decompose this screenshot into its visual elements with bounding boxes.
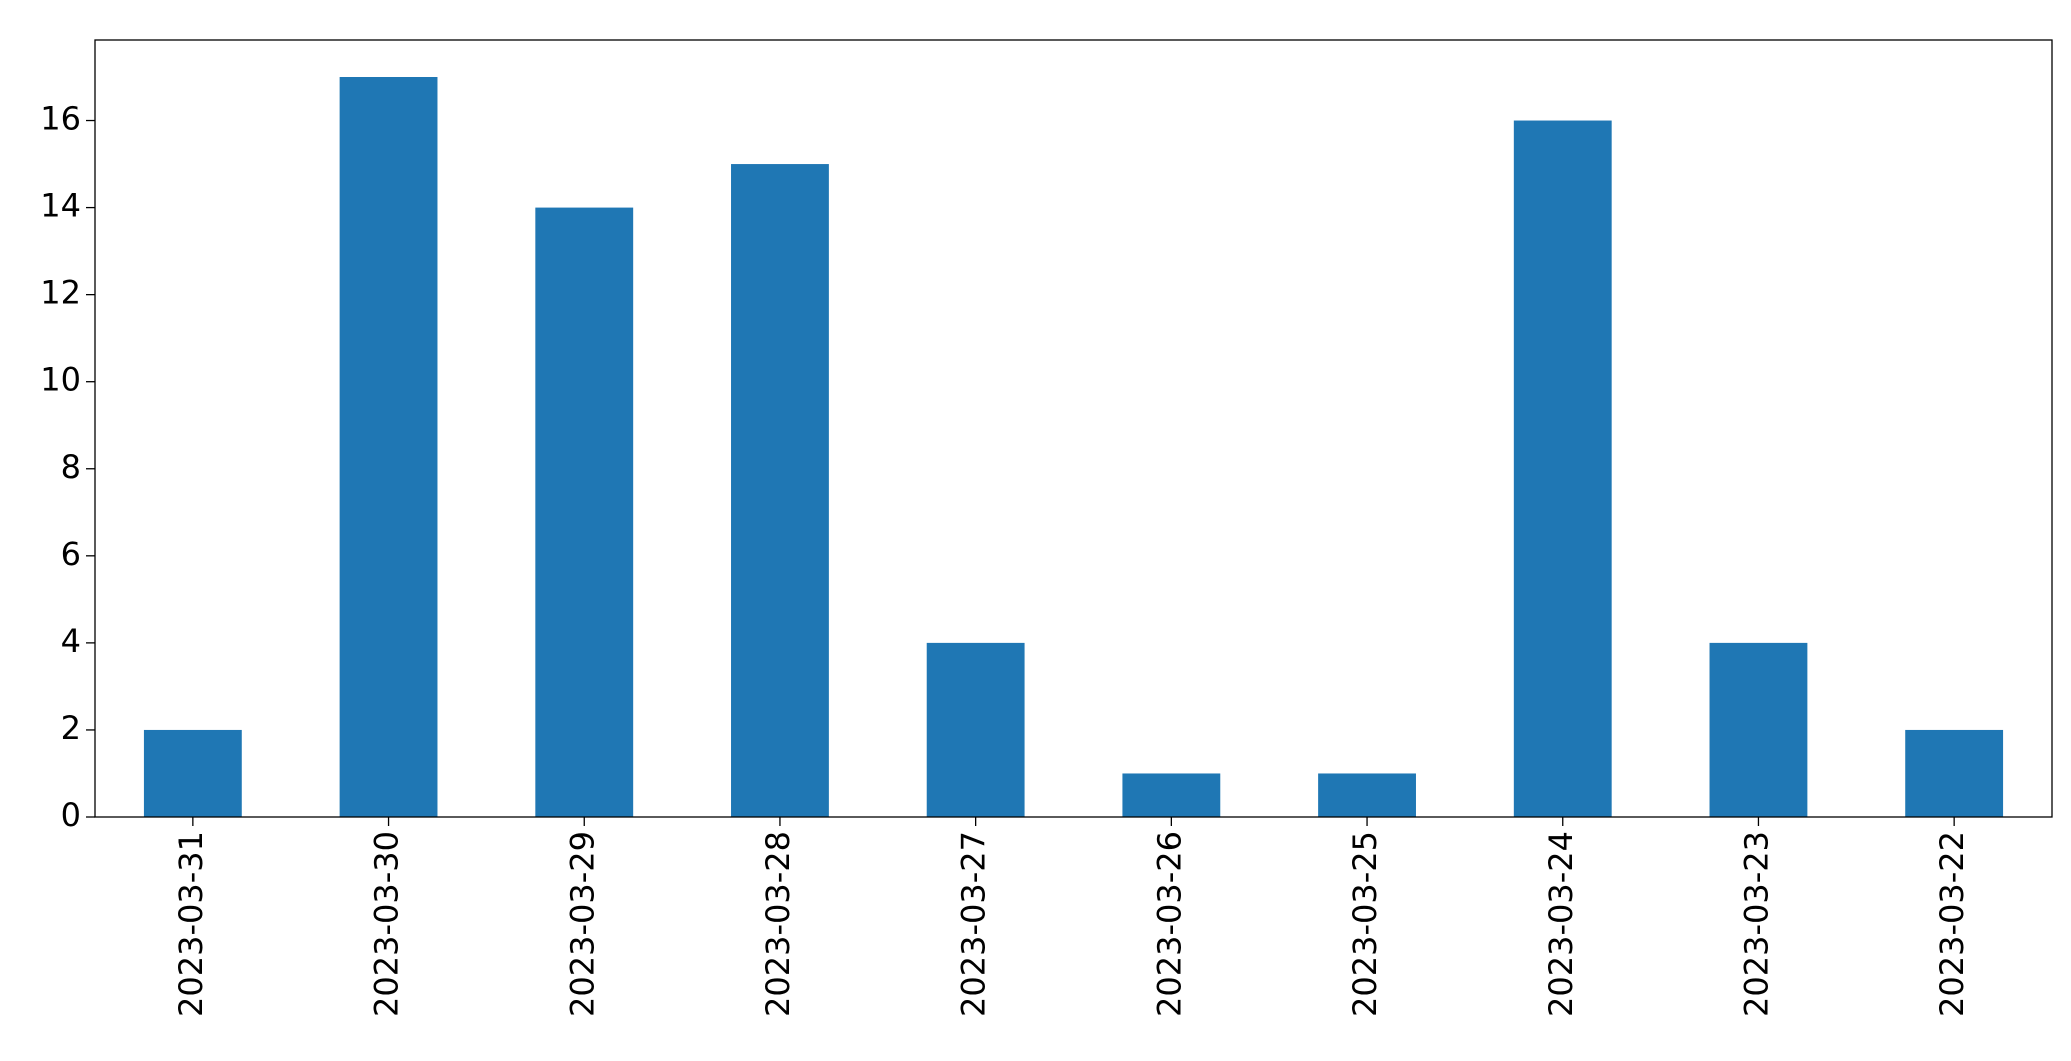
x-tick-label: 2023-03-26: [1150, 831, 1188, 1017]
y-tick-label: 4: [61, 622, 81, 660]
x-tick-label: 2023-03-23: [1737, 831, 1775, 1017]
plot-frame: [94, 39, 2053, 818]
bar: [1122, 773, 1221, 817]
bar: [1513, 120, 1612, 817]
y-tick-label: 12: [40, 274, 81, 312]
x-tick-label: 2023-03-27: [955, 831, 993, 1017]
bar: [1905, 729, 2004, 817]
x-tick-label: 2023-03-25: [1346, 831, 1384, 1017]
x-tick-label: 2023-03-29: [563, 831, 601, 1017]
y-tick-label: 0: [61, 796, 81, 834]
x-tick-label: 2023-03-31: [172, 831, 210, 1017]
bar: [1318, 773, 1416, 817]
bar: [731, 164, 829, 817]
x-tick-label: 2023-03-30: [368, 831, 406, 1017]
bar: [535, 207, 634, 817]
y-tick-label: 8: [61, 448, 81, 486]
y-tick-label: 10: [40, 361, 81, 399]
x-tick-label: 2023-03-24: [1542, 831, 1580, 1017]
y-tick-label: 16: [40, 100, 81, 138]
y-tick-label: 2: [61, 709, 81, 747]
bar: [339, 77, 438, 817]
y-tick-label: 6: [61, 535, 81, 573]
x-tick-label: 2023-03-28: [759, 831, 797, 1017]
bar: [143, 729, 242, 817]
y-tick-label: 14: [40, 187, 81, 225]
bar: [1709, 642, 1808, 817]
x-tick-label: 2023-03-22: [1933, 831, 1971, 1017]
bar: [926, 642, 1025, 817]
